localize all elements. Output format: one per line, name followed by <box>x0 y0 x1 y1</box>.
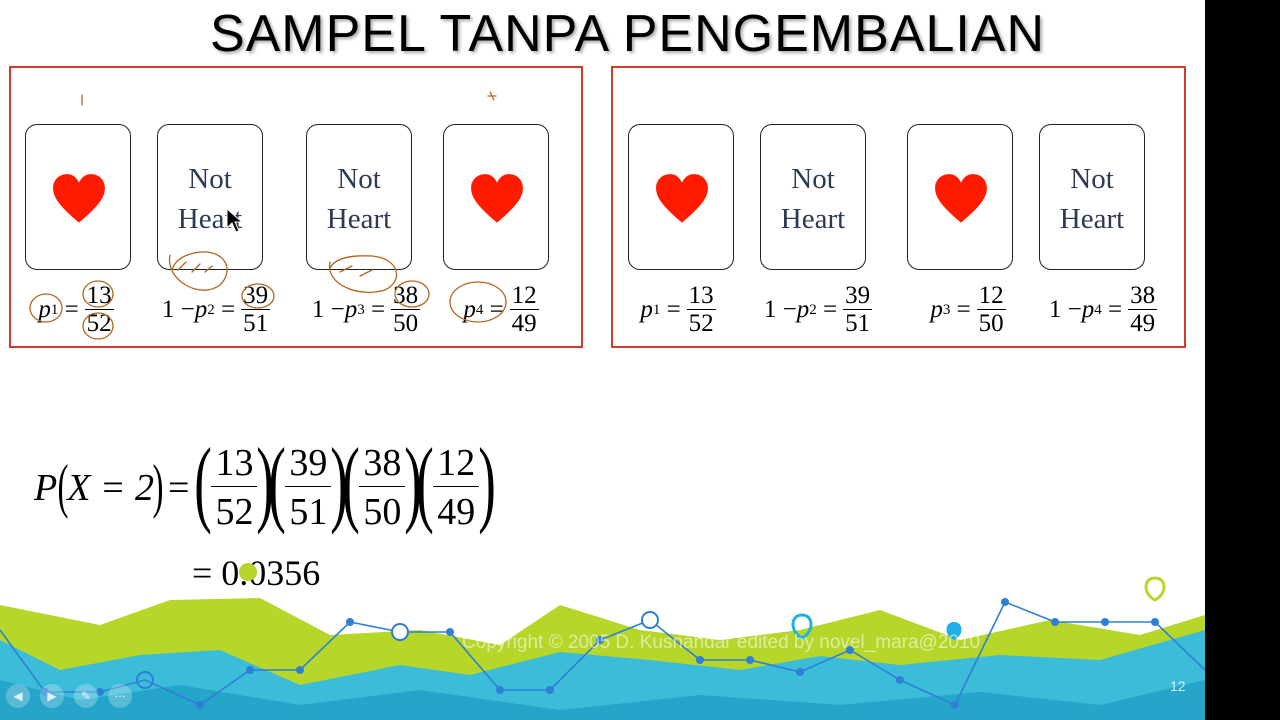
card-label: Not Heart <box>1059 163 1125 235</box>
slide: SAMPEL TANPA PENGEMBALIAN Not Heart Not He… <box>0 5 1205 720</box>
lhs-function: P <box>34 467 58 509</box>
previous-slide-button[interactable]: ◀ <box>6 684 30 708</box>
fraction-factor: 38 50 <box>359 440 406 537</box>
slide-title: SAMPEL TANPA PENGEMBALIAN <box>209 5 1046 63</box>
card-heart <box>628 124 734 270</box>
card-label: Not Heart <box>177 163 243 235</box>
heart-icon <box>53 174 105 223</box>
card-heart <box>443 124 549 270</box>
side-black-bar <box>1205 0 1280 720</box>
fraction-factor: 12 49 <box>433 440 480 537</box>
card-not-heart: Not Heart <box>306 124 412 270</box>
card-label: Not Heart <box>326 163 392 235</box>
card-heart <box>25 124 131 270</box>
heart-icon <box>935 174 987 223</box>
lhs-argument: X = 2 <box>67 467 155 509</box>
main-equation: P ( X = 2 ) = ( 13 52 )( 39 51 )( 38 50 )( … <box>34 428 497 537</box>
heart-icon <box>656 174 708 223</box>
page-number: 12 <box>1170 678 1186 694</box>
card-label: Not Heart <box>780 163 846 235</box>
slide-navigation-controls: ◀ ▶ ✎ ⋯ <box>6 684 132 708</box>
pen-tool-button[interactable]: ✎ <box>74 684 98 708</box>
card-not-heart: Not Heart <box>760 124 866 270</box>
menu-button[interactable]: ⋯ <box>108 684 132 708</box>
fraction-factor: 13 52 <box>211 440 258 537</box>
fraction-factor: 39 51 <box>285 440 332 537</box>
copyright-text: Copyright © 2005 D. Kusnandar edited by … <box>462 632 981 653</box>
decorative-footer-graphic <box>0 563 1205 720</box>
next-slide-button[interactable]: ▶ <box>40 684 64 708</box>
card-not-heart: Not Heart <box>1039 124 1145 270</box>
card-heart <box>907 124 1013 270</box>
card-not-heart: Not Heart <box>157 124 263 270</box>
mouse-pointer-icon <box>226 208 244 233</box>
heart-icon <box>471 174 523 223</box>
